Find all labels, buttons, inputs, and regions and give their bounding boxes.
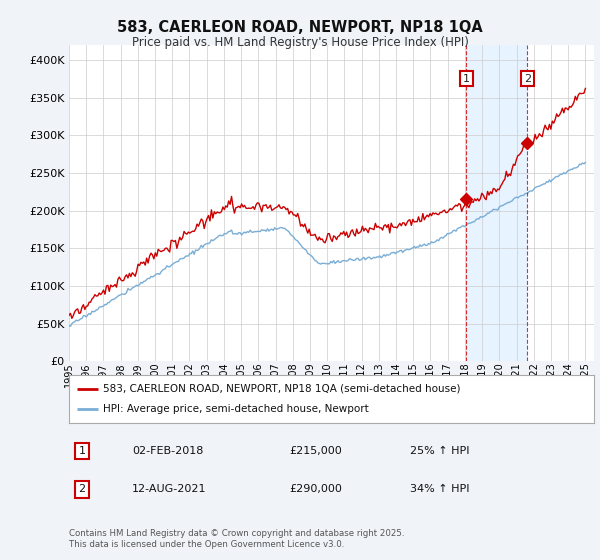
Bar bbox=[466, 45, 527, 361]
Text: 34% ↑ HPI: 34% ↑ HPI bbox=[410, 484, 470, 494]
Text: 02-FEB-2018: 02-FEB-2018 bbox=[132, 446, 203, 456]
Text: 12-AUG-2021: 12-AUG-2021 bbox=[132, 484, 206, 494]
Text: 2: 2 bbox=[524, 74, 531, 83]
Text: 1: 1 bbox=[463, 74, 470, 83]
Text: £215,000: £215,000 bbox=[290, 446, 342, 456]
Text: 583, CAERLEON ROAD, NEWPORT, NP18 1QA (semi-detached house): 583, CAERLEON ROAD, NEWPORT, NP18 1QA (s… bbox=[103, 384, 461, 394]
Text: £290,000: £290,000 bbox=[290, 484, 343, 494]
Text: 1: 1 bbox=[79, 446, 86, 456]
Text: Price paid vs. HM Land Registry's House Price Index (HPI): Price paid vs. HM Land Registry's House … bbox=[131, 36, 469, 49]
Text: Contains HM Land Registry data © Crown copyright and database right 2025.
This d: Contains HM Land Registry data © Crown c… bbox=[69, 529, 404, 549]
Text: HPI: Average price, semi-detached house, Newport: HPI: Average price, semi-detached house,… bbox=[103, 404, 369, 414]
Text: 583, CAERLEON ROAD, NEWPORT, NP18 1QA: 583, CAERLEON ROAD, NEWPORT, NP18 1QA bbox=[117, 20, 483, 35]
Text: 2: 2 bbox=[79, 484, 86, 494]
Text: 25% ↑ HPI: 25% ↑ HPI bbox=[410, 446, 470, 456]
